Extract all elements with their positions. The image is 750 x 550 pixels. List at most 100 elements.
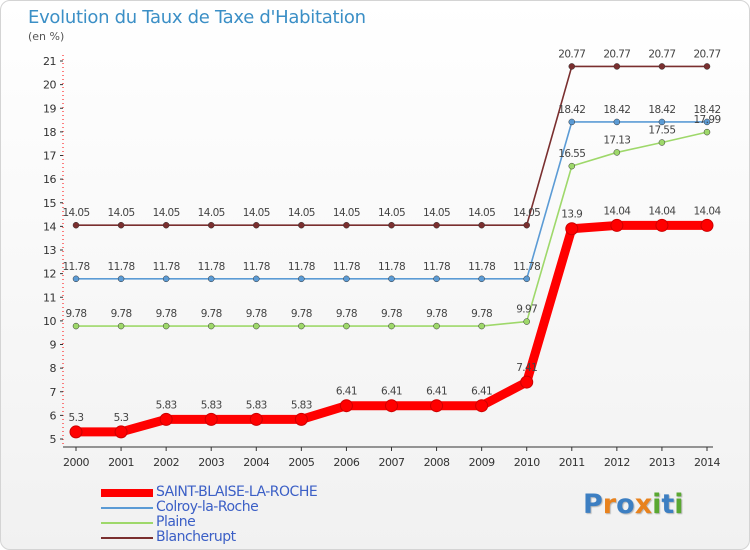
x-tick-label: 2002 <box>153 456 179 469</box>
data-label: 9.78 <box>381 308 402 320</box>
data-label: 17.55 <box>648 125 675 137</box>
data-point <box>610 218 624 232</box>
data-label: 14.05 <box>62 207 89 219</box>
data-label: 6.41 <box>471 386 492 398</box>
chart-subtitle: (en %) <box>28 30 65 43</box>
data-point <box>117 221 125 229</box>
x-tick-label: 2003 <box>198 456 224 469</box>
y-tick-label: 16 <box>43 173 56 186</box>
logo-letter: x <box>634 489 653 520</box>
data-point <box>430 399 444 413</box>
data-point <box>658 139 666 146</box>
data-label: 14.05 <box>378 207 405 219</box>
data-label: 6.41 <box>336 386 357 398</box>
data-label: 14.05 <box>333 207 360 219</box>
data-point <box>69 425 83 439</box>
data-point <box>72 322 80 330</box>
data-point <box>298 221 305 229</box>
data-label: 14.05 <box>288 207 315 219</box>
data-label: 18.42 <box>558 104 585 116</box>
data-label: 13.9 <box>561 209 582 221</box>
data-label: 9.78 <box>336 308 357 320</box>
data-label: 9.78 <box>291 308 312 320</box>
data-label: 5.83 <box>156 399 177 411</box>
series-saint-blaise-la-roche: 5.3 5.3 5.83 5.83 5.83 5.83 6.41 6.41 6.41 6.41 7.… <box>69 205 722 439</box>
y-tick-label: 10 <box>43 315 56 328</box>
data-label: 9.97 <box>516 304 537 316</box>
data-point <box>385 399 398 413</box>
data-point <box>162 322 170 330</box>
data-point <box>655 218 669 232</box>
y-tick-label: 9 <box>50 339 57 352</box>
data-point <box>523 221 530 229</box>
y-tick-label: 15 <box>43 197 56 210</box>
data-label: 11.78 <box>423 261 450 273</box>
data-point <box>207 221 215 229</box>
logo-letter: o <box>616 489 635 520</box>
data-label: 11.78 <box>153 261 180 273</box>
data-point <box>478 221 485 229</box>
y-tick-label: 12 <box>43 268 56 281</box>
y-tick-label: 6 <box>50 409 57 422</box>
data-point <box>162 275 170 283</box>
y-tick-label: 7 <box>50 386 57 399</box>
data-point <box>658 118 666 126</box>
legend-swatch <box>101 522 153 524</box>
data-point <box>159 412 173 426</box>
y-tick-label: 11 <box>43 291 56 304</box>
data-label: 11.78 <box>62 261 89 273</box>
data-point <box>298 322 305 330</box>
data-point <box>72 275 80 283</box>
y-tick-label: 13 <box>43 244 56 257</box>
logo-letter: i <box>674 489 684 520</box>
data-point <box>568 162 576 170</box>
data-label: 5.83 <box>291 399 312 411</box>
data-label: 5.83 <box>246 399 267 411</box>
data-label: 14.05 <box>243 207 270 219</box>
data-point <box>433 322 440 330</box>
data-point <box>700 218 714 232</box>
legend-label: Colroy-la-Roche <box>156 499 259 515</box>
data-point <box>565 222 579 236</box>
data-point <box>298 275 305 283</box>
data-label: 9.78 <box>471 308 492 320</box>
data-label: 5.83 <box>201 399 222 411</box>
data-label: 5.3 <box>69 412 84 424</box>
data-label: 11.78 <box>468 261 495 273</box>
data-label: 14.05 <box>513 207 540 219</box>
data-point <box>433 275 440 283</box>
data-point <box>204 412 218 426</box>
data-label: 17.13 <box>603 134 630 146</box>
data-label: 14.04 <box>693 205 721 217</box>
legend-label: SAINT-BLAISE-LA-ROCHE <box>156 484 318 500</box>
data-label: 7.41 <box>516 362 537 374</box>
data-point <box>253 221 260 229</box>
y-tick-label: 17 <box>43 150 56 163</box>
data-point <box>613 63 621 70</box>
data-point <box>72 221 80 229</box>
data-label: 14.05 <box>198 207 225 219</box>
data-point <box>388 275 395 283</box>
data-label: 14.05 <box>153 207 180 219</box>
data-label: 17.99 <box>693 114 720 126</box>
x-tick-label: 2010 <box>514 456 540 469</box>
x-tick-label: 2012 <box>604 456 630 469</box>
data-point <box>253 322 260 330</box>
x-tick-label: 2005 <box>288 456 314 469</box>
data-point <box>613 149 621 156</box>
data-point <box>523 275 530 283</box>
x-tick-label: 2009 <box>469 456 495 469</box>
data-point <box>207 275 215 283</box>
data-label: 11.78 <box>333 261 360 273</box>
x-tick-label: 2013 <box>649 456 675 469</box>
data-label: 9.78 <box>246 308 267 320</box>
data-label: 9.78 <box>201 308 222 320</box>
data-point <box>478 275 485 283</box>
logo-letter: r <box>602 489 617 520</box>
x-tick-label: 2008 <box>424 456 450 469</box>
chart-title: Evolution du Taux de Taxe d'Habitation <box>28 7 366 28</box>
data-label: 11.78 <box>513 261 540 273</box>
data-label: 11.78 <box>378 261 405 273</box>
